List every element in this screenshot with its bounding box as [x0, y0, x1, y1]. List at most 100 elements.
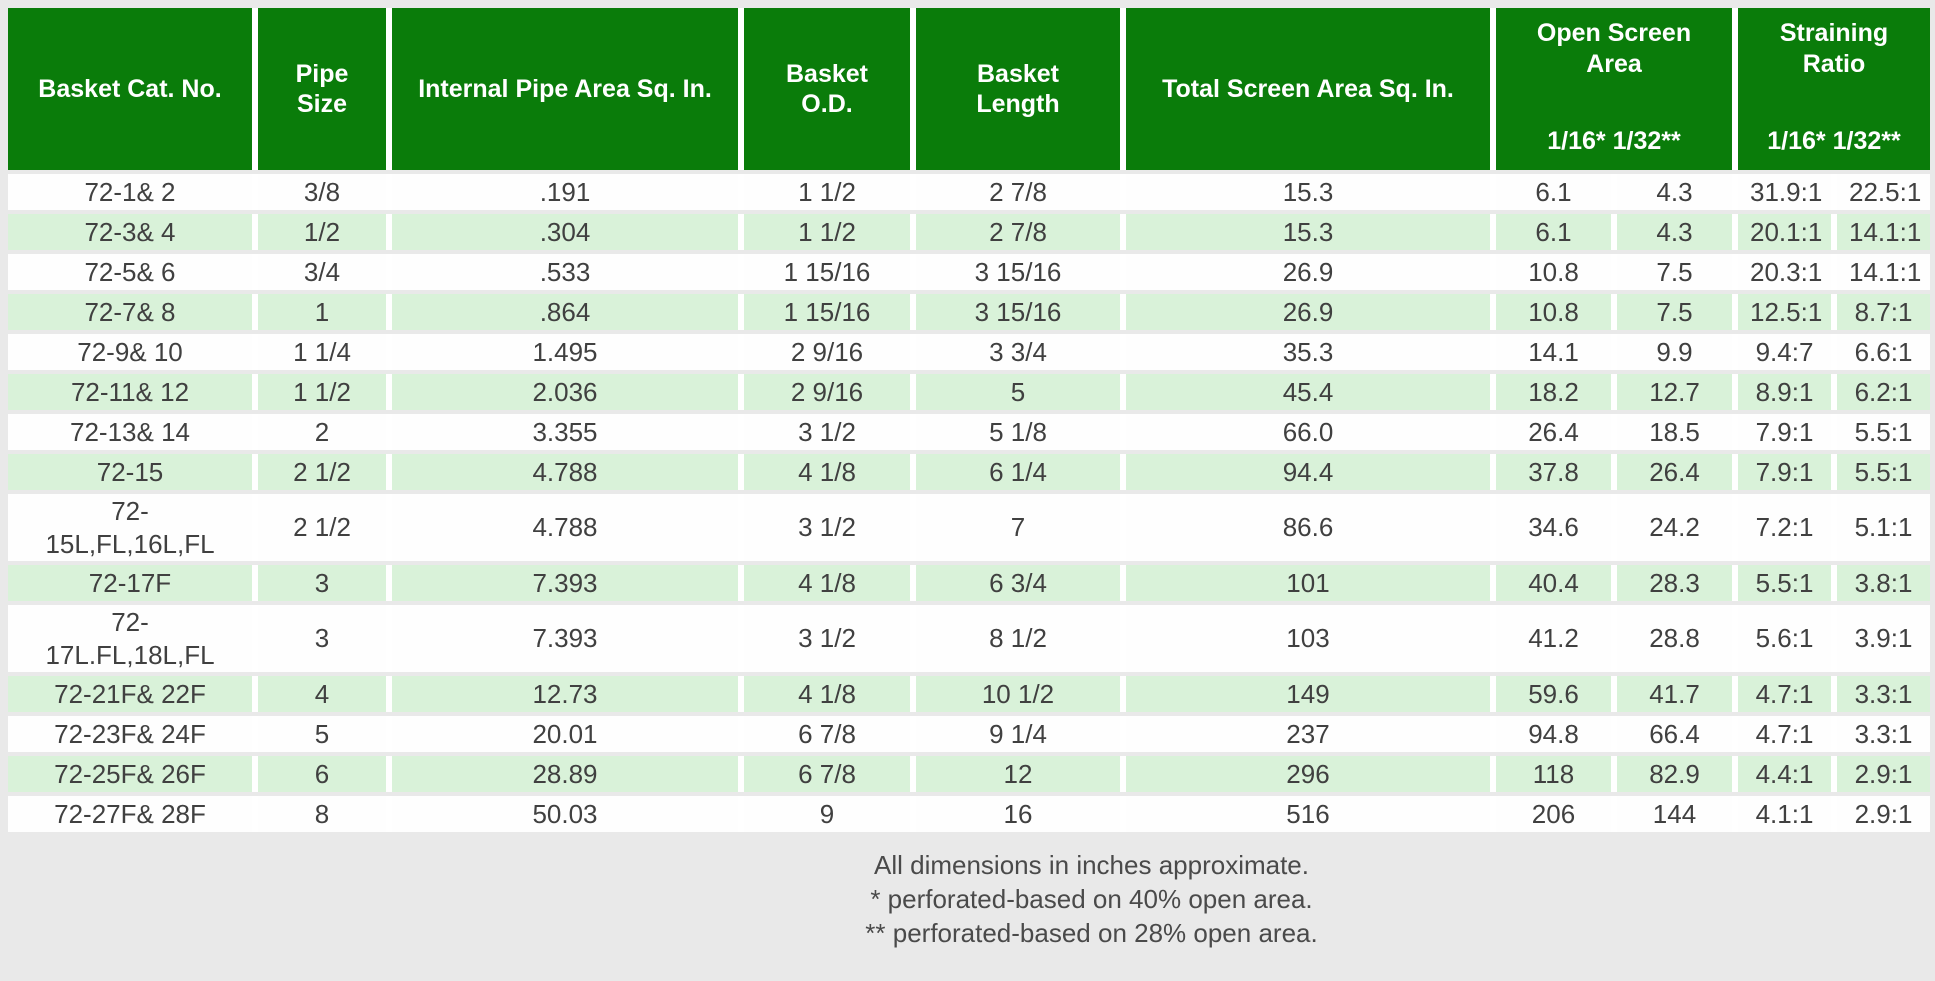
table-row: 72-23F& 24F 5 20.01 6 7/8 9 1/4 237 94.8 66.4 4.… — [8, 716, 1930, 752]
table-cell: 6.1 — [1490, 214, 1611, 250]
header-label: Basket Length — [976, 59, 1060, 119]
table-cell: 72-17F — [8, 565, 252, 601]
table-row: 72-13& 14 2 3.355 3 1/2 5 1/8 66.0 26.4 18.5 7.9… — [8, 414, 1930, 450]
table-cell: 35.3 — [1120, 334, 1490, 370]
table-cell: 40.4 — [1490, 565, 1611, 601]
table-cell: 2 7/8 — [910, 214, 1120, 250]
table-cell: 72-3& 4 — [8, 214, 252, 250]
table-cell: 15.3 — [1120, 174, 1490, 210]
table-row: 72-7& 8 1.864 1 15/16 3 15/16 26.9 10.8 7.5 12.… — [8, 294, 1930, 330]
table-cell: 18.2 — [1490, 374, 1611, 410]
table-cell: 237 — [1120, 716, 1490, 752]
table-body: 72-1& 2 3/8.191 1 1/2 2 7/8 15.3 6.1 4.3 31.9:1… — [8, 174, 1930, 832]
table-cell: 14.1:1 — [1831, 214, 1930, 250]
table-cell: 3.355 — [386, 414, 738, 450]
table-cell: 22.5:1 — [1831, 174, 1930, 210]
header-label: Pipe Size — [295, 59, 349, 119]
table-cell: 59.6 — [1490, 676, 1611, 712]
table-cell: 12.5:1 — [1732, 294, 1831, 330]
header-pipe-size: Pipe Size — [252, 8, 386, 170]
footnotes: All dimensions in inches approximate. * … — [8, 848, 1935, 950]
table-cell: 72-13& 14 — [8, 414, 252, 450]
table-cell: 6.1 — [1490, 174, 1611, 210]
basket-spec-table: Basket Cat. No. Pipe Size Internal Pipe … — [8, 4, 1930, 836]
table-cell: 72-15 — [8, 454, 252, 490]
header-label: Internal Pipe Area Sq. In. — [418, 74, 712, 103]
header-sublabel: 1/16* 1/32** — [1547, 126, 1681, 155]
table-cell: 9 1/4 — [910, 716, 1120, 752]
table-cell: 101 — [1120, 565, 1490, 601]
table-cell: 4.1:1 — [1732, 796, 1831, 832]
table-cell: 10 1/2 — [910, 676, 1120, 712]
table-cell: 7.393 — [386, 565, 738, 601]
table-cell: 20.01 — [386, 716, 738, 752]
table-cell: 103 — [1120, 605, 1490, 672]
table-cell: 10.8 — [1490, 254, 1611, 290]
table-cell: 4.3 — [1611, 214, 1732, 250]
table-cell: 3 15/16 — [910, 254, 1120, 290]
table-row: 72-17F 3 7.393 4 1/8 6 3/4 101 40.4 28.3 5.5:1 3.… — [8, 565, 1930, 601]
table-cell: 1 — [252, 294, 386, 330]
table-cell: 3.8:1 — [1831, 565, 1930, 601]
header-total-screen-area: Total Screen Area Sq. In. — [1120, 8, 1490, 170]
table-cell: 4.3 — [1611, 174, 1732, 210]
table-cell: 18.5 — [1611, 414, 1732, 450]
table-cell: 86.6 — [1120, 494, 1490, 561]
table-cell: 12 — [910, 756, 1120, 792]
table-cell: 26.9 — [1120, 294, 1490, 330]
table-cell: 3.9:1 — [1831, 605, 1930, 672]
table-cell: 9 — [738, 796, 910, 832]
table-cell: 1 1/2 — [738, 174, 910, 210]
table-cell: 26.4 — [1490, 414, 1611, 450]
table-cell: 6 — [252, 756, 386, 792]
table-cell: .864 — [386, 294, 738, 330]
table-row: 72-27F& 28F 8 50.03 9 16 516 206 144 4.1:1 2.9:1 — [8, 796, 1930, 832]
footnote-line: ** perforated-based on 28% open area. — [865, 918, 1318, 948]
table-cell: 1.495 — [386, 334, 738, 370]
table-cell: 50.03 — [386, 796, 738, 832]
table-cell: 9.9 — [1611, 334, 1732, 370]
table-cell: 12.7 — [1611, 374, 1732, 410]
table-row: 72-21F& 22F 4 12.73 4 1/8 10 1/2 149 59.6 41.7 4… — [8, 676, 1930, 712]
header-label: Total Screen Area Sq. In. — [1162, 74, 1454, 103]
table-cell: 5.6:1 — [1732, 605, 1831, 672]
table-cell: 5.5:1 — [1831, 414, 1930, 450]
header-basket-cat-no: Basket Cat. No. — [8, 8, 252, 170]
table-cell: 149 — [1120, 676, 1490, 712]
table-cell: 1 1/2 — [738, 214, 910, 250]
table-cell: 5.5:1 — [1732, 565, 1831, 601]
table-cell: 2.9:1 — [1831, 796, 1930, 832]
header-group: Open Screen Area 1/16* 1/32** — [1496, 8, 1732, 170]
table-row: 72-15 2 1/2 4.788 4 1/8 6 1/4 94.4 37.8 26.4 7.9… — [8, 454, 1930, 490]
table-cell: 2 7/8 — [910, 174, 1120, 210]
table-cell: 26.9 — [1120, 254, 1490, 290]
table-cell: 28.89 — [386, 756, 738, 792]
table-row: 72-11& 12 1 1/2 2.036 2 9/16 5 45.4 18.2 12.7 8.… — [8, 374, 1930, 410]
table-cell: 26.4 — [1611, 454, 1732, 490]
table-cell: 41.7 — [1611, 676, 1732, 712]
table-cell: 28.8 — [1611, 605, 1732, 672]
header-label: Straining Ratio — [1779, 19, 1889, 78]
table-cell: 5 — [910, 374, 1120, 410]
table-cell: 12.73 — [386, 676, 738, 712]
table-cell: 72-25F& 26F — [8, 756, 252, 792]
header-internal-pipe-area: Internal Pipe Area Sq. In. — [386, 8, 738, 170]
table-cell: 2 — [252, 414, 386, 450]
table-cell: 82.9 — [1611, 756, 1732, 792]
table-cell: 3 — [252, 605, 386, 672]
table-cell: 20.1:1 — [1732, 214, 1831, 250]
table-cell: 2 9/16 — [738, 334, 910, 370]
table-cell: 5.5:1 — [1831, 454, 1930, 490]
table-cell: 296 — [1120, 756, 1490, 792]
table-cell: 144 — [1611, 796, 1732, 832]
table-cell: 66.0 — [1120, 414, 1490, 450]
table-cell: 5 — [252, 716, 386, 752]
table-cell: 72-1& 2 — [8, 174, 252, 210]
table-row: 72-9& 10 1 1/4 1.495 2 9/16 3 3/4 35.3 14.1 9.9… — [8, 334, 1930, 370]
table-cell: 4.788 — [386, 454, 738, 490]
table-cell: 7.5 — [1611, 254, 1732, 290]
table-cell: 206 — [1490, 796, 1611, 832]
table-row: 72-25F& 26F 6 28.89 6 7/8 12 296 118 82.9 4.4:1 2… — [8, 756, 1930, 792]
table-cell: 8 1/2 — [910, 605, 1120, 672]
table-cell: 72-17L.FL,18L,FL — [8, 605, 252, 672]
